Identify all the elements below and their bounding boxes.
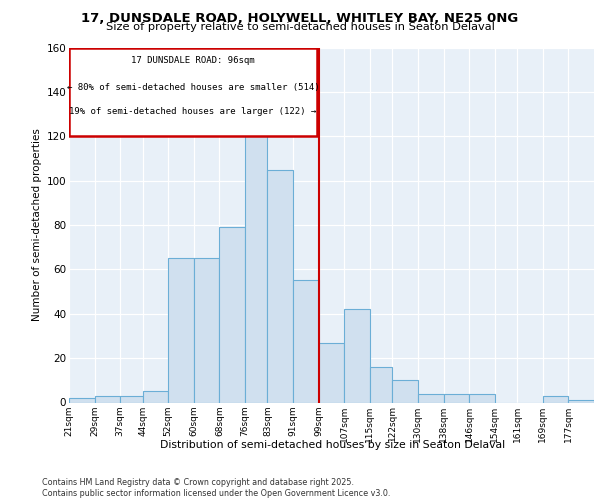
Bar <box>293 280 319 402</box>
Bar <box>344 310 370 402</box>
FancyBboxPatch shape <box>69 48 317 136</box>
Text: 17 DUNSDALE ROAD: 96sqm: 17 DUNSDALE ROAD: 96sqm <box>131 56 255 66</box>
Bar <box>143 392 168 402</box>
Text: Contains HM Land Registry data © Crown copyright and database right 2025.
Contai: Contains HM Land Registry data © Crown c… <box>42 478 391 498</box>
Text: ← 80% of semi-detached houses are smaller (514): ← 80% of semi-detached houses are smalle… <box>67 83 319 92</box>
Bar <box>268 170 293 402</box>
Bar <box>168 258 194 402</box>
Bar <box>370 367 392 402</box>
Bar <box>418 394 443 402</box>
Bar <box>543 396 568 402</box>
Text: Distribution of semi-detached houses by size in Seaton Delaval: Distribution of semi-detached houses by … <box>160 440 506 450</box>
Text: Size of property relative to semi-detached houses in Seaton Delaval: Size of property relative to semi-detach… <box>106 22 494 32</box>
Bar <box>120 396 143 402</box>
Text: 19% of semi-detached houses are larger (122) →: 19% of semi-detached houses are larger (… <box>70 108 317 116</box>
Bar <box>69 398 95 402</box>
Bar <box>568 400 594 402</box>
Y-axis label: Number of semi-detached properties: Number of semi-detached properties <box>32 128 43 322</box>
Bar <box>220 227 245 402</box>
Text: 17, DUNSDALE ROAD, HOLYWELL, WHITLEY BAY, NE25 0NG: 17, DUNSDALE ROAD, HOLYWELL, WHITLEY BAY… <box>82 12 518 26</box>
Bar <box>95 396 120 402</box>
Bar <box>469 394 495 402</box>
Bar <box>319 342 344 402</box>
Bar <box>392 380 418 402</box>
Bar <box>443 394 469 402</box>
Bar <box>194 258 220 402</box>
Bar <box>245 128 268 402</box>
